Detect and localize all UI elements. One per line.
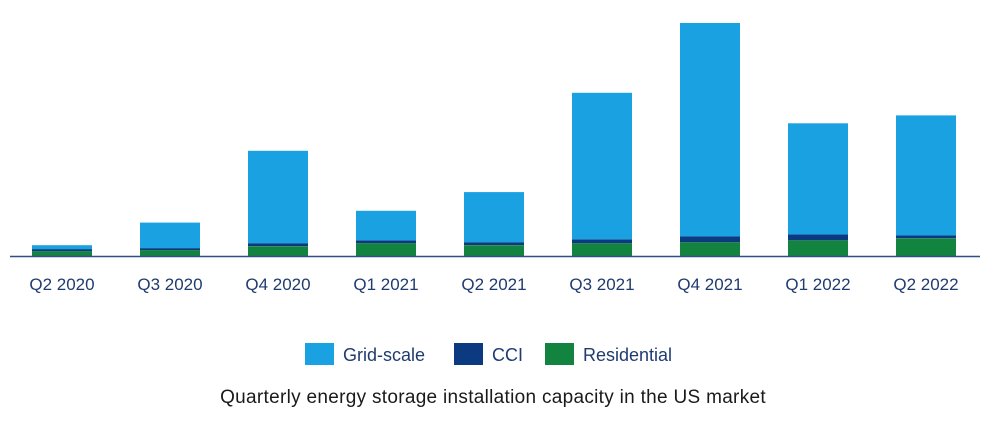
- bar-cci-q1-2021: [356, 240, 416, 244]
- legend-label-cci: CCI: [492, 345, 523, 365]
- bar-residential-q1-2021: [356, 243, 416, 256]
- bar-grid-scale-q1-2021: [356, 210, 416, 241]
- x-tick-label-q2-2020: Q2 2020: [29, 275, 94, 294]
- bar-grid-scale-q2-2021: [464, 192, 524, 243]
- bar-residential-q1-2022: [788, 240, 848, 256]
- x-tick-label-q2-2021: Q2 2021: [461, 275, 526, 294]
- legend-label-residential: Residential: [583, 345, 672, 365]
- bar-cci-q4-2021: [680, 236, 740, 243]
- bar-grid-scale-q4-2021: [680, 23, 740, 237]
- bar-grid-scale-q4-2020: [248, 150, 308, 244]
- legend-label-grid-scale: Grid-scale: [343, 345, 425, 365]
- bar-cci-q2-2022: [896, 235, 956, 239]
- bar-grid-scale-q2-2022: [896, 115, 956, 236]
- bar-residential-q4-2020: [248, 246, 308, 256]
- chart-caption: Quarterly energy storage installation ca…: [220, 387, 766, 408]
- bar-residential-q2-2022: [896, 238, 956, 256]
- bar-grid-scale-q3-2021: [572, 92, 632, 240]
- bar-cci-q2-2021: [464, 242, 524, 246]
- legend-swatch-cci: [454, 343, 483, 365]
- x-tick-label-q3-2020: Q3 2020: [137, 275, 202, 294]
- x-tick-label-q3-2021: Q3 2021: [569, 275, 634, 294]
- bar-grid-scale-q2-2020: [32, 245, 92, 250]
- bar-residential-q3-2020: [140, 250, 200, 256]
- x-tick-label-q2-2022: Q2 2022: [893, 275, 958, 294]
- x-tick-label-q4-2020: Q4 2020: [245, 275, 310, 294]
- bar-residential-q4-2021: [680, 242, 740, 256]
- x-tick-label-q4-2021: Q4 2021: [677, 275, 742, 294]
- legend-swatch-residential: [545, 343, 574, 365]
- bar-cci-q3-2020: [140, 248, 200, 251]
- bar-residential-q3-2021: [572, 243, 632, 256]
- x-tick-labels: Q2 2020 Q3 2020 Q4 2020 Q1 2021 Q2 2021 Q3 20…: [29, 275, 958, 294]
- legend-swatch-grid-scale: [305, 343, 334, 365]
- bars-group: [32, 23, 956, 256]
- bar-cci-q3-2021: [572, 239, 632, 244]
- x-tick-label-q1-2021: Q1 2021: [353, 275, 418, 294]
- bar-residential-q2-2020: [32, 251, 92, 256]
- bar-cci-q4-2020: [248, 243, 308, 247]
- bar-grid-scale-q1-2022: [788, 123, 848, 235]
- x-tick-label-q1-2022: Q1 2022: [785, 275, 850, 294]
- bar-cci-q1-2022: [788, 234, 848, 241]
- bar-residential-q2-2021: [464, 245, 524, 256]
- bar-grid-scale-q3-2020: [140, 222, 200, 249]
- legend: Grid-scale CCI Residential: [305, 343, 672, 365]
- bar-cci-q2-2020: [32, 249, 92, 252]
